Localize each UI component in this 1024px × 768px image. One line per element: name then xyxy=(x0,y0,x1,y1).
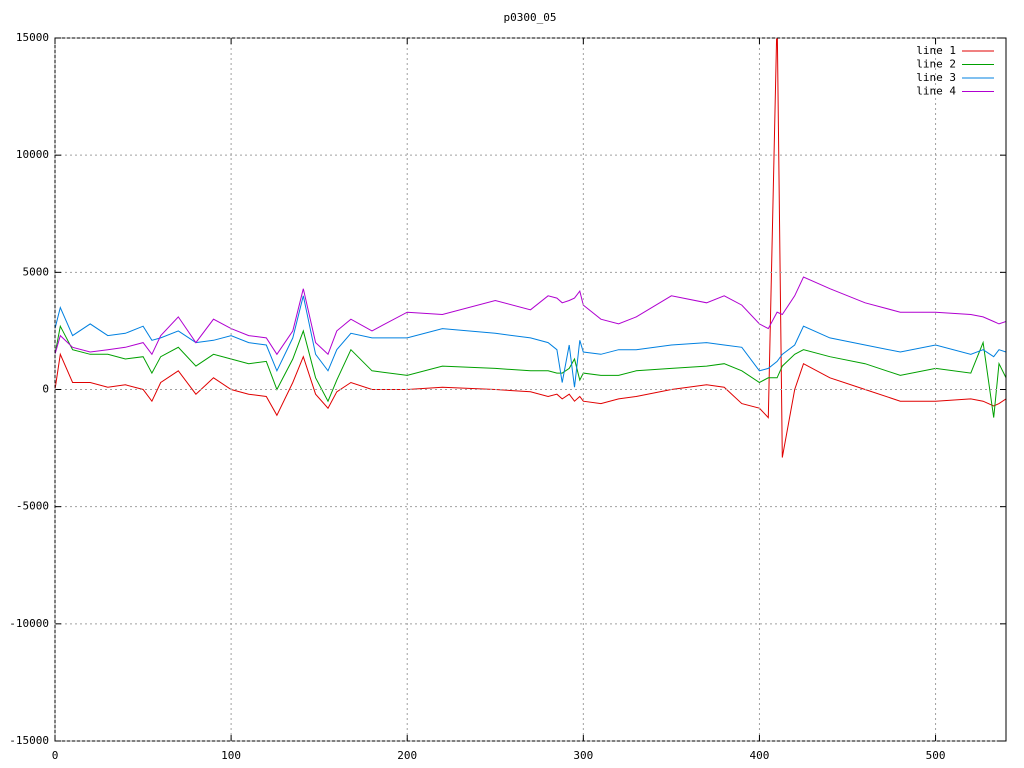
x-tick-label: 0 xyxy=(52,749,59,762)
x-tick-label: 200 xyxy=(397,749,417,762)
legend-label: line 1 xyxy=(916,44,956,57)
x-tick-label: 300 xyxy=(573,749,593,762)
y-tick-label: -5000 xyxy=(16,500,49,513)
data-line xyxy=(55,295,1006,388)
x-tick-label: 500 xyxy=(926,749,946,762)
y-tick-label: 15000 xyxy=(16,31,49,44)
y-tick-label: 0 xyxy=(42,383,49,396)
y-tick-label: 5000 xyxy=(23,265,50,278)
legend-label: line 2 xyxy=(916,58,956,71)
x-tick-label: 100 xyxy=(221,749,241,762)
y-tick-label: 10000 xyxy=(16,148,49,161)
data-line xyxy=(55,276,1006,356)
legend-label: line 4 xyxy=(916,85,956,98)
legend-label: line 3 xyxy=(916,71,956,84)
x-tick-label: 400 xyxy=(750,749,770,762)
data-line xyxy=(55,38,1006,458)
plot-area xyxy=(55,38,1006,458)
data-line xyxy=(55,324,1006,418)
y-tick-label: -10000 xyxy=(9,617,49,630)
chart-title: p0300_05 xyxy=(504,11,557,24)
y-tick-label: -15000 xyxy=(9,734,49,747)
